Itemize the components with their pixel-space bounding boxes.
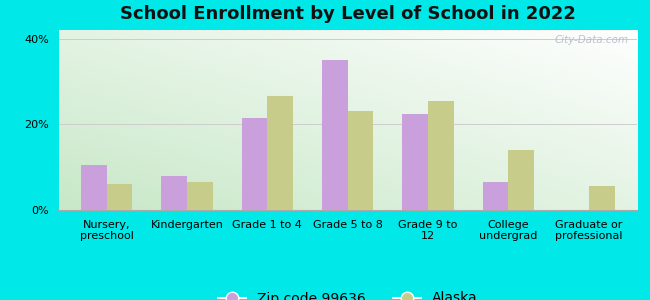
Bar [107,184,133,210]
Legend: Zip code 99636, Alaska: Zip code 99636, Alaska [213,286,483,300]
Bar [348,111,374,210]
Bar [428,101,454,210]
Bar [589,186,614,210]
Text: City-Data.com: City-Data.com [554,35,629,45]
Bar [508,150,534,210]
Bar [242,118,267,210]
Bar [483,182,508,210]
Bar [161,176,187,210]
Bar [187,182,213,210]
Bar [402,114,428,210]
Bar [322,60,348,210]
Title: School Enrollment by Level of School in 2022: School Enrollment by Level of School in … [120,5,576,23]
Bar [267,96,293,210]
Bar [81,165,107,210]
